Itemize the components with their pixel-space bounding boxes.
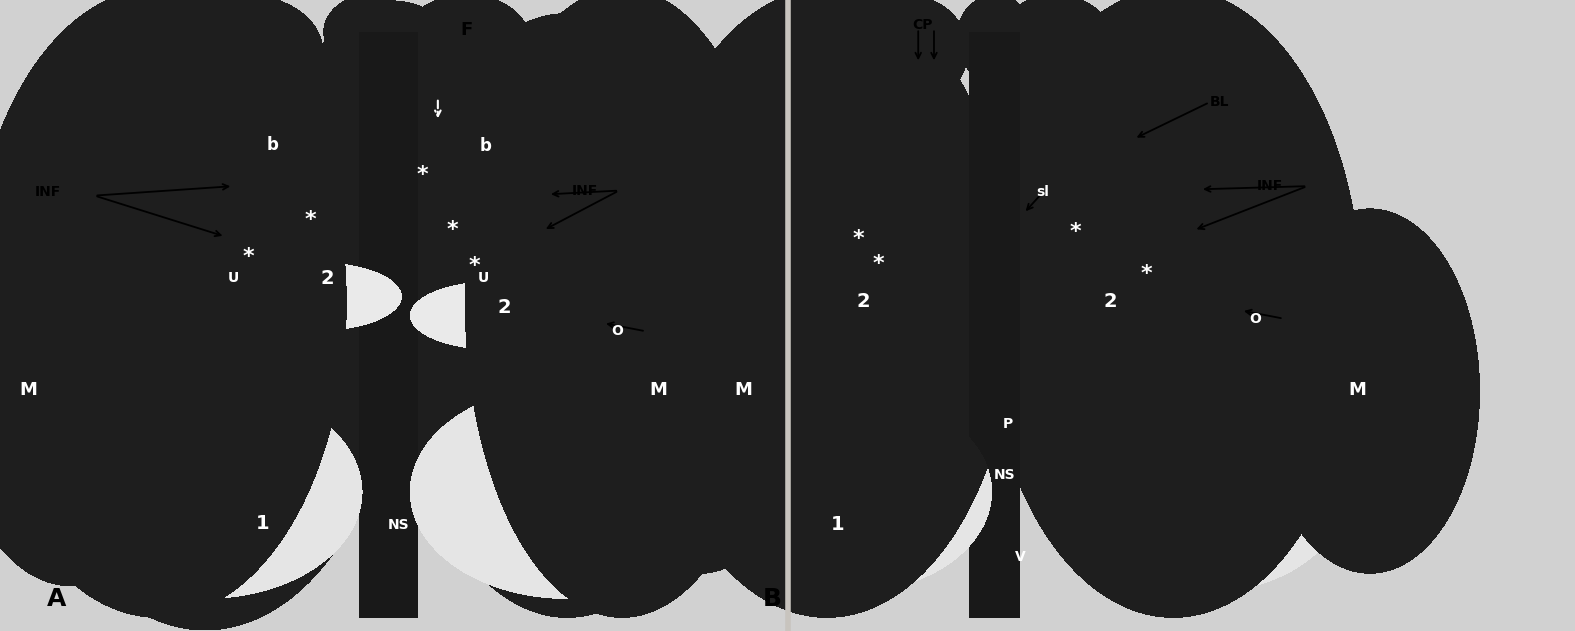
- Text: O: O: [611, 324, 624, 338]
- Text: BL: BL: [1210, 95, 1229, 109]
- Text: *: *: [243, 247, 255, 268]
- Text: INF: INF: [1257, 179, 1284, 193]
- Text: 2: 2: [857, 292, 869, 311]
- Text: 2: 2: [1104, 292, 1117, 311]
- Text: M: M: [1348, 381, 1367, 399]
- Text: *: *: [1140, 264, 1153, 285]
- Text: M: M: [19, 381, 38, 399]
- Text: 1: 1: [832, 516, 844, 534]
- Text: B: B: [762, 587, 781, 611]
- Text: *: *: [446, 220, 458, 240]
- Text: F: F: [460, 21, 472, 39]
- Text: U: U: [227, 271, 239, 285]
- Text: INF: INF: [572, 184, 598, 198]
- Text: A: A: [47, 587, 66, 611]
- Text: P: P: [1003, 417, 1013, 431]
- Text: *: *: [416, 165, 428, 186]
- Text: NS: NS: [387, 518, 410, 532]
- Text: V: V: [1016, 550, 1025, 563]
- Text: INF: INF: [35, 186, 61, 199]
- Text: *: *: [468, 256, 480, 276]
- Text: M: M: [649, 381, 668, 399]
- Text: CP: CP: [912, 18, 934, 32]
- Text: *: *: [304, 209, 317, 230]
- Text: *: *: [1069, 222, 1082, 242]
- Text: O: O: [1249, 312, 1262, 326]
- Text: sl: sl: [1036, 186, 1049, 199]
- Text: b: b: [266, 136, 279, 154]
- Text: 1: 1: [257, 514, 269, 533]
- Text: M: M: [734, 381, 753, 399]
- Text: 2: 2: [321, 269, 334, 288]
- Text: 2: 2: [498, 298, 510, 317]
- Text: *: *: [873, 254, 885, 274]
- Text: U: U: [477, 271, 490, 285]
- Text: b: b: [479, 138, 491, 155]
- Text: *: *: [852, 228, 865, 249]
- Text: NS: NS: [994, 468, 1016, 481]
